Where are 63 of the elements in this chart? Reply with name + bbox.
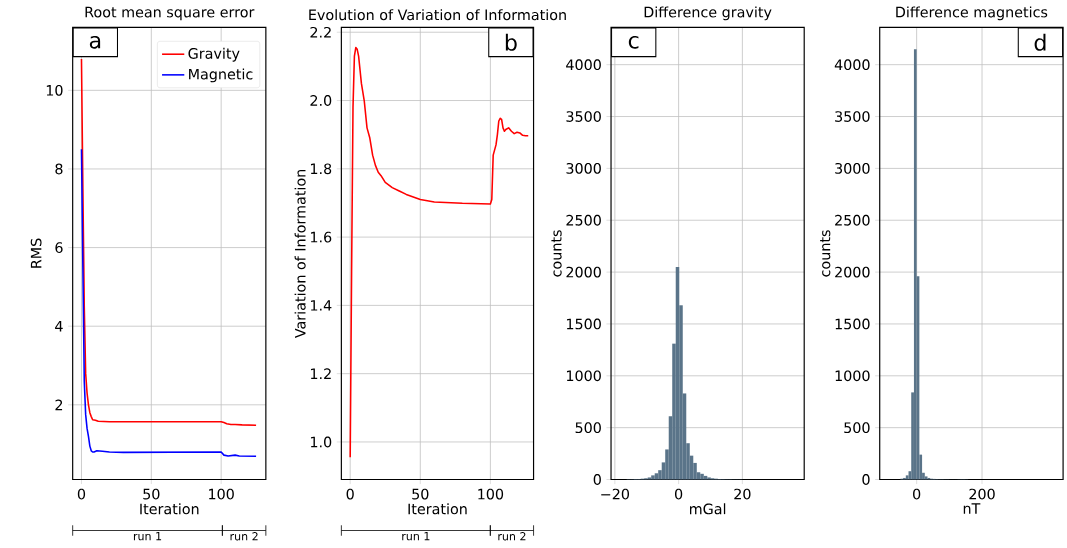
y-tick-label: 1.2 xyxy=(310,368,331,379)
y-axis-title: Variation of Information xyxy=(294,169,306,339)
annotation: d xyxy=(1034,33,1046,51)
y-tick-label: 1.6 xyxy=(310,231,332,243)
annotation: b xyxy=(505,33,517,51)
x-axis-title: mGal xyxy=(690,503,726,515)
x-tick-label: −20 xyxy=(601,488,630,500)
x-tick-label: 100 xyxy=(478,488,504,500)
y-tick-label: 2000 xyxy=(566,266,601,278)
y-tick-label: 2500 xyxy=(566,214,601,226)
y-tick-label: 3500 xyxy=(835,111,870,122)
y-tick-label: 8 xyxy=(55,163,63,175)
y-tick-label: 1000 xyxy=(835,370,870,382)
x-axis-title: Iteration xyxy=(408,503,467,515)
annotation: c xyxy=(628,35,639,49)
y-tick-label: 4 xyxy=(55,320,63,332)
y-tick-label: 0 xyxy=(593,474,601,485)
legend-label: Gravity xyxy=(188,47,240,62)
text: run 2 xyxy=(498,532,526,541)
text: run 2 xyxy=(230,532,258,541)
y-tick-label: 3000 xyxy=(566,162,601,174)
y-tick-label: 1500 xyxy=(566,318,601,330)
y-tick-label: 2.2 xyxy=(310,26,331,38)
y-axis-title: counts xyxy=(551,230,562,277)
chart-title: Evolution of Variation of Information xyxy=(309,9,566,21)
y-tick-label: 1.0 xyxy=(310,436,332,448)
y-tick-label: 3500 xyxy=(566,111,601,122)
text: run 1 xyxy=(402,531,430,541)
y-tick-label: 500 xyxy=(575,422,601,433)
y-tick-label: 0 xyxy=(862,474,870,485)
y-axis-title: counts xyxy=(820,230,831,277)
x-tick-label: 100 xyxy=(209,488,234,500)
x-axis-title: Iteration xyxy=(140,503,199,515)
annotation: a xyxy=(89,35,101,49)
chart-title: Difference gravity xyxy=(644,6,772,21)
x-tick-label: 20 xyxy=(734,488,751,500)
chart-title: Difference magnetics xyxy=(896,6,1048,21)
x-tick-label: 50 xyxy=(412,488,429,500)
y-tick-label: 3000 xyxy=(835,162,870,174)
y-tick-label: 1.8 xyxy=(310,163,332,175)
x-tick-label: 50 xyxy=(143,488,160,500)
x-tick-label: 0 xyxy=(346,488,354,500)
y-tick-label: 4000 xyxy=(566,59,601,71)
y-tick-label: 1.4 xyxy=(310,300,332,311)
y-axis-title: RMS xyxy=(30,238,42,268)
y-tick-label: 2 xyxy=(55,399,63,411)
y-tick-label: 6 xyxy=(55,242,63,253)
y-tick-label: 4000 xyxy=(834,59,870,71)
x-tick-label: 200 xyxy=(969,488,995,500)
y-tick-label: 10 xyxy=(46,84,63,96)
chart-title: Root mean square error xyxy=(85,6,255,21)
y-tick-label: 2000 xyxy=(835,266,870,278)
y-tick-label: 500 xyxy=(844,422,870,433)
x-tick-label: 0 xyxy=(77,488,86,500)
x-tick-label: 0 xyxy=(674,488,683,500)
y-tick-label: 1000 xyxy=(566,370,601,382)
y-tick-label: 2500 xyxy=(835,214,870,226)
legend-label: Magnetic xyxy=(189,68,253,83)
text: run 1 xyxy=(133,531,162,541)
x-axis-title: nT xyxy=(963,503,981,514)
y-tick-label: 1500 xyxy=(835,318,870,330)
y-tick-label: 2.0 xyxy=(310,95,332,106)
x-tick-label: 0 xyxy=(913,488,921,500)
